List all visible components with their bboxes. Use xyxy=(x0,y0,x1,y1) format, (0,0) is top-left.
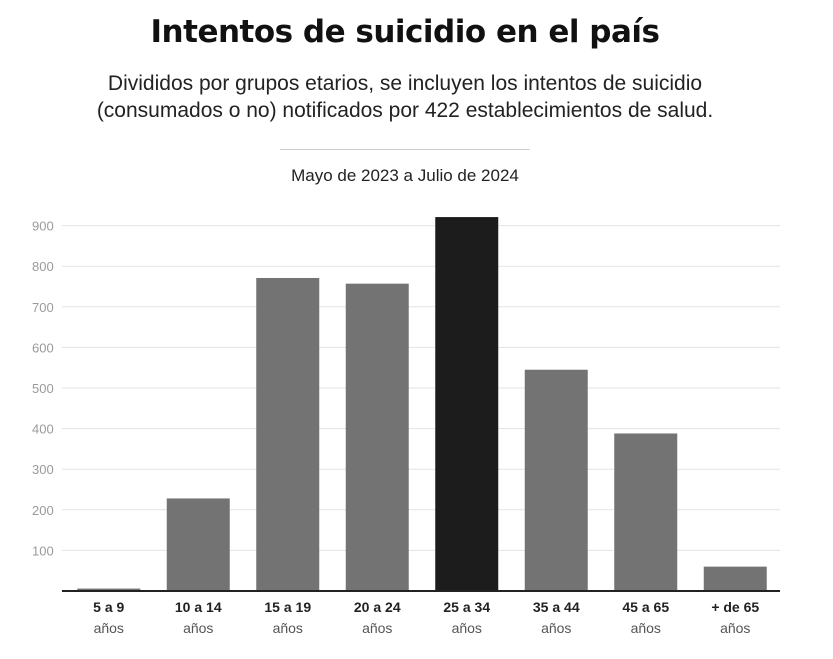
y-tick-label: 200 xyxy=(32,503,54,518)
x-tick-label: 5 a 9 xyxy=(93,599,124,615)
y-tick-label: 600 xyxy=(32,340,54,355)
x-tick-sublabel: años xyxy=(183,620,213,636)
x-tick-sublabel: años xyxy=(94,620,124,636)
y-tick-label: 100 xyxy=(32,543,54,558)
bar xyxy=(524,369,588,591)
x-tick-label: 25 a 34 xyxy=(443,599,490,615)
subtitle-line-2: (consumados o no) notificados por 422 es… xyxy=(96,99,714,122)
x-tick-sublabel: años xyxy=(541,620,571,636)
x-tick-sublabel: años xyxy=(362,620,392,636)
x-tick-label: 45 a 65 xyxy=(622,599,669,615)
y-tick-label: 300 xyxy=(32,462,54,477)
subtitle-line-1: Divididos por grupos etarios, se incluye… xyxy=(107,72,703,95)
bar xyxy=(256,277,320,591)
chart-title: Intentos de suicidio en el país xyxy=(150,14,660,50)
y-tick-label: 900 xyxy=(32,219,54,234)
x-tick-label: 15 a 19 xyxy=(264,599,311,615)
period-label: Mayo de 2023 a Julio de 2024 xyxy=(291,166,519,185)
x-tick-label: + de 65 xyxy=(711,599,759,615)
bar xyxy=(614,433,678,591)
bar xyxy=(703,566,767,591)
y-tick-labels: 100 200 300 400 500 600 700 800 900 xyxy=(32,219,54,559)
y-tick-label: 700 xyxy=(32,300,54,315)
y-tick-label: 500 xyxy=(32,381,54,396)
x-tick-label: 35 a 44 xyxy=(533,599,580,615)
bar xyxy=(435,217,499,591)
x-tick-sublabel: años xyxy=(273,620,303,636)
bar xyxy=(77,588,141,591)
category-labels: 5 a 9 años 10 a 14 años 15 a 19 años 20 a 24 añ… xyxy=(93,599,759,636)
x-tick-sublabel: años xyxy=(452,620,482,636)
x-tick-label: 20 a 24 xyxy=(354,599,401,615)
x-tick-sublabel: años xyxy=(631,620,661,636)
bars xyxy=(77,217,767,591)
y-tick-label: 800 xyxy=(32,259,54,274)
bar xyxy=(166,498,230,591)
y-tick-label: 400 xyxy=(32,422,54,437)
x-tick-label: 10 a 14 xyxy=(175,599,222,615)
bar xyxy=(345,283,409,591)
x-tick-sublabel: años xyxy=(720,620,750,636)
divider xyxy=(280,149,530,150)
chart-subtitle: Divididos por grupos etarios, se incluye… xyxy=(0,70,810,124)
